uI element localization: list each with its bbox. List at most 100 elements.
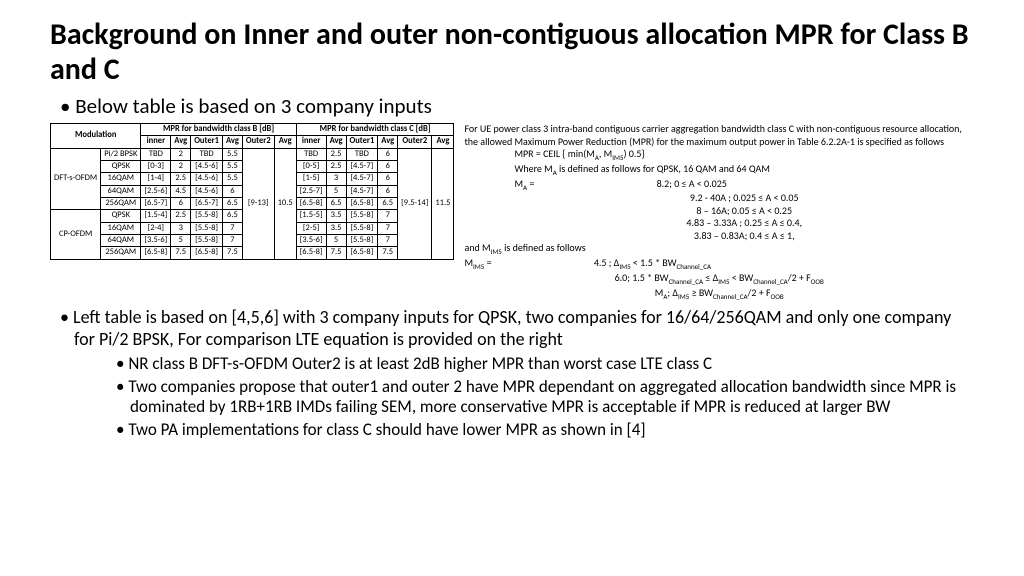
data-cell: [1.5-5] bbox=[296, 210, 326, 222]
data-cell: 7.5 bbox=[222, 247, 242, 259]
data-cell: [6.5-7] bbox=[141, 198, 171, 210]
data-cell: 3.5 bbox=[326, 210, 346, 222]
eq-a1: 9.2 - 40A ; 0.025 ≤ A < 0.05 bbox=[514, 192, 974, 205]
outer2-cell: [9.5-14] bbox=[398, 148, 432, 259]
data-cell: [3.5-6] bbox=[296, 235, 326, 247]
sub-bullets: NR class B DFT-s-OFDM Outer2 is at least… bbox=[74, 354, 974, 440]
data-cell: 3.5 bbox=[326, 222, 346, 234]
mod-cell: 16QAM bbox=[101, 173, 141, 185]
th-classC: MPR for bandwidth class C [dB] bbox=[296, 124, 454, 136]
mod-cell: QPSK bbox=[101, 161, 141, 173]
data-cell: [5.5-8] bbox=[191, 222, 223, 234]
data-cell: [6.5-7] bbox=[191, 198, 223, 210]
data-cell: [4.5-6] bbox=[191, 173, 223, 185]
data-cell: [6.5-8] bbox=[346, 247, 378, 259]
group-label: DFT-s-OFDM bbox=[51, 148, 101, 210]
data-cell: 7 bbox=[222, 222, 242, 234]
data-cell: 6 bbox=[222, 185, 242, 197]
mod-cell: 256QAM bbox=[101, 247, 141, 259]
data-cell: TBD bbox=[346, 148, 378, 160]
data-cell: 5.5 bbox=[222, 161, 242, 173]
eq-a3: 4.83 – 3.33A ; 0.25 ≤ A ≤ 0.4, bbox=[514, 217, 974, 230]
data-cell: 2 bbox=[171, 161, 191, 173]
data-cell: 2.5 bbox=[326, 148, 346, 160]
th-sub: Avg bbox=[326, 136, 346, 148]
data-cell: [2.5-7] bbox=[296, 185, 326, 197]
table-row: DFT-s-OFDMPi/2 BPSKTBD2TBD5.5[9-13]10.5T… bbox=[51, 148, 454, 160]
data-cell: [3.5-6] bbox=[141, 235, 171, 247]
th-sub: Avg bbox=[432, 136, 454, 148]
data-cell: 2.5 bbox=[171, 210, 191, 222]
th-sub: Avg bbox=[171, 136, 191, 148]
th-sub: inner bbox=[296, 136, 326, 148]
data-cell: [2-5] bbox=[296, 222, 326, 234]
data-cell: 6.5 bbox=[222, 198, 242, 210]
data-cell: 6 bbox=[171, 198, 191, 210]
th-sub: Avg bbox=[222, 136, 242, 148]
data-cell: 6 bbox=[378, 173, 398, 185]
th-sub: Outer1 bbox=[191, 136, 223, 148]
data-cell: 7 bbox=[378, 210, 398, 222]
data-cell: 5 bbox=[171, 235, 191, 247]
data-cell: [4.5-6] bbox=[191, 185, 223, 197]
data-cell: 7.5 bbox=[171, 247, 191, 259]
data-cell: [1-5] bbox=[296, 173, 326, 185]
mod-cell: 16QAM bbox=[101, 222, 141, 234]
rt-l5: and MIM5 is defined as follows bbox=[464, 242, 974, 257]
th-classB: MPR for bandwidth class B [dB] bbox=[141, 124, 296, 136]
bullet-main: Left table is based on [4,5,6] with 3 co… bbox=[60, 307, 974, 440]
data-cell: [1-4] bbox=[141, 173, 171, 185]
data-cell: [0-3] bbox=[141, 161, 171, 173]
data-cell: 5 bbox=[326, 185, 346, 197]
data-cell: [5.5-8] bbox=[346, 222, 378, 234]
data-cell: [1.5-4] bbox=[141, 210, 171, 222]
main-bullets: Left table is based on [4,5,6] with 3 co… bbox=[50, 307, 974, 440]
data-cell: 7 bbox=[378, 235, 398, 247]
data-cell: [2.5-6] bbox=[141, 185, 171, 197]
data-cell: 2.5 bbox=[171, 173, 191, 185]
mod-cell: Pi/2 BPSK bbox=[101, 148, 141, 160]
data-cell: [5.5-8] bbox=[191, 235, 223, 247]
eq-b1: 6.0; 1.5 * BWChannel_CA ≤ ΔIM5 < BWChann… bbox=[464, 272, 974, 287]
data-cell: 5.5 bbox=[222, 173, 242, 185]
data-cell: TBD bbox=[296, 148, 326, 160]
data-cell: 6.5 bbox=[378, 198, 398, 210]
rt-l4: MA = 8.2; 0 ≤ A < 0.025 bbox=[514, 178, 974, 193]
data-cell: [0-5] bbox=[296, 161, 326, 173]
outer2-cell: [9-13] bbox=[242, 148, 274, 259]
th-sub: inner bbox=[141, 136, 171, 148]
data-cell: 6.5 bbox=[222, 210, 242, 222]
data-cell: 3 bbox=[171, 222, 191, 234]
data-cell: [6.5-8] bbox=[191, 247, 223, 259]
data-cell: TBD bbox=[191, 148, 223, 160]
data-cell: [5.5-8] bbox=[191, 210, 223, 222]
data-cell: 6.5 bbox=[326, 198, 346, 210]
data-cell: [5.5-8] bbox=[346, 235, 378, 247]
outer2-cell: 11.5 bbox=[432, 148, 454, 259]
sub-bullet-2: Two PA implementations for class C shoul… bbox=[116, 420, 974, 440]
mod-cell: 64QAM bbox=[101, 185, 141, 197]
data-cell: 2.5 bbox=[326, 161, 346, 173]
data-cell: 7.5 bbox=[378, 247, 398, 259]
sub-bullet-0: NR class B DFT-s-OFDM Outer2 is at least… bbox=[116, 354, 974, 374]
th-sub: Outer2 bbox=[242, 136, 274, 148]
data-cell: 6 bbox=[378, 185, 398, 197]
data-cell: 3 bbox=[326, 173, 346, 185]
mod-cell: QPSK bbox=[101, 210, 141, 222]
th-sub: Avg bbox=[274, 136, 296, 148]
data-cell: [6.5-8] bbox=[296, 198, 326, 210]
group-label: CP-OFDM bbox=[51, 210, 101, 259]
data-cell: 6 bbox=[378, 148, 398, 160]
data-cell: 2 bbox=[171, 148, 191, 160]
rt-l1: For UE power class 3 intra-band contiguo… bbox=[464, 123, 974, 148]
mpr-table: Modulation MPR for bandwidth class B [dB… bbox=[50, 123, 454, 260]
outer2-cell: 10.5 bbox=[274, 148, 296, 259]
rt-l3: Where MA is defined as follows for QPSK,… bbox=[514, 163, 974, 178]
eq-b2: MA; ΔIM5 ≥ BWChannel_CA/2 + FOOB bbox=[464, 287, 974, 302]
th-modulation: Modulation bbox=[51, 124, 141, 149]
sub-bullet-1: Two companies propose that outer1 and ou… bbox=[116, 377, 974, 418]
data-cell: 7 bbox=[222, 235, 242, 247]
data-cell: 6 bbox=[378, 161, 398, 173]
data-cell: [4.5-6] bbox=[191, 161, 223, 173]
th-sub: Avg bbox=[378, 136, 398, 148]
